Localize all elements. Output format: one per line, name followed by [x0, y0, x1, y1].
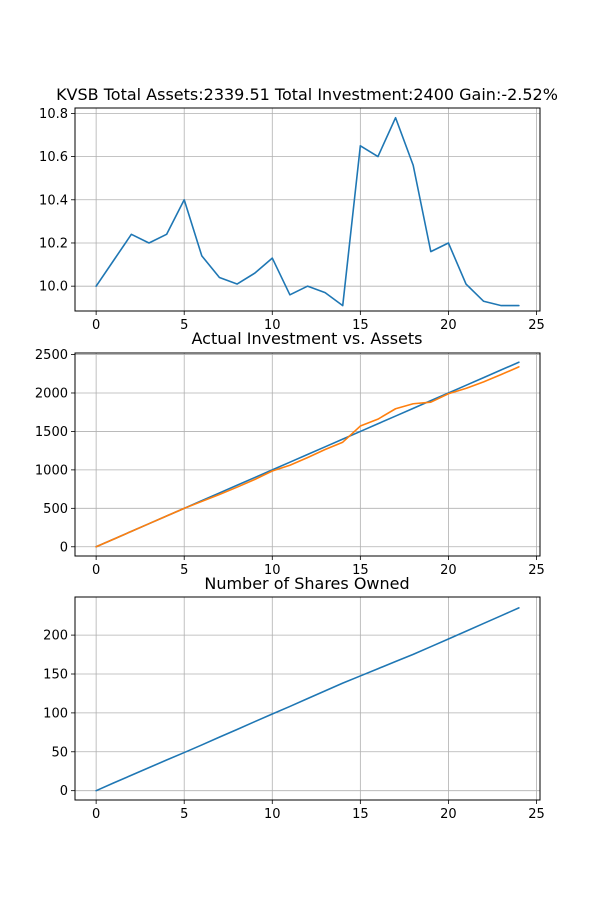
subplot-2-ytick-label: 1000: [35, 463, 68, 478]
subplot-3-xtick-label: 15: [352, 807, 369, 822]
subplot-1-xtick-label: 10: [264, 318, 281, 333]
subplot-2-xtick-label: 20: [440, 563, 457, 578]
subplot-1-series: [95, 116, 520, 307]
subplot-2-ytick-label: 500: [43, 502, 68, 517]
subplot-1: KVSB Total Assets:2339.51 Total Investme…: [39, 85, 558, 333]
subplot-1-xtick-label: 0: [92, 318, 100, 333]
subplot-2-axes: 0 5 10 15 20 25 0 500 1000 1500 2000 2500: [35, 348, 545, 578]
subplot-3-xtick-label: 20: [440, 807, 457, 822]
subplot-3-ytick-label: 150: [43, 668, 68, 683]
subplot-2-xtick-label: 15: [352, 563, 369, 578]
subplot-3-axes-frame: [74, 596, 541, 801]
subplot-1-ytick-label: 10.8: [39, 107, 68, 122]
subplot-1-ytick-label: 10.2: [39, 236, 68, 251]
subplot-3-axes: 0 5 10 15 20 25 0 50 100 150 200: [43, 596, 545, 822]
subplot-3-title: Number of Shares Owned: [204, 574, 409, 593]
subplot-3-xtick-label: 10: [264, 807, 281, 822]
subplot-2-xtick-label: 5: [180, 563, 188, 578]
subplot-2-series: [95, 361, 520, 548]
subplot-1-gridlines: [75, 108, 540, 311]
subplot-3-ytick-label: 50: [51, 745, 68, 760]
subplot-2-series-2-line: [95, 366, 520, 548]
subplot-2-ytick-label: 2000: [35, 386, 68, 401]
subplot-1-title: KVSB Total Assets:2339.51 Total Investme…: [56, 85, 558, 104]
subplot-2: Actual Investment vs. Assets 0 5 10 15 20 250…: [35, 329, 545, 578]
subplot-3-ytick-label: 200: [43, 629, 68, 644]
subplot-2-ytick-label: 1500: [35, 425, 68, 440]
subplot-1-ytick-label: 10.0: [39, 280, 68, 295]
subplot-2-xtick-label: 25: [528, 563, 545, 578]
subplot-1-xtick-label: 5: [180, 318, 188, 333]
subplot-2-xtick-label: 10: [264, 563, 281, 578]
subplot-3-series: [95, 607, 520, 792]
subplot-2-axes-frame: [74, 352, 541, 557]
subplot-3-ytick-label: 100: [43, 706, 68, 721]
subplot-3-xtick-label: 0: [92, 807, 100, 822]
subplot-2-xtick-label: 0: [92, 563, 100, 578]
subplot-3: Number of Shares Owned 0 5 10 15 20 25 0 50 100 1…: [43, 574, 545, 822]
subplot-1-ytick-label: 10.4: [39, 193, 68, 208]
subplot-1-xtick-label: 20: [440, 318, 457, 333]
subplot-2-ytick-label: 2500: [35, 348, 68, 363]
subplot-1-axes-frame: [74, 107, 541, 312]
subplot-1-ytick-label: 10.6: [39, 150, 68, 165]
subplot-3-gridlines: [75, 597, 540, 800]
subplot-3-ytick-label: 0: [60, 784, 68, 799]
subplot-1-series-1-line: [95, 116, 520, 307]
subplot-2-title: Actual Investment vs. Assets: [192, 329, 423, 348]
subplot-3-series-1-line: [95, 607, 520, 792]
subplot-1-xtick-label: 25: [528, 318, 545, 333]
subplot-1-axes: 0 5 10 15 20 25 10.0 10.2 10.4 10.6 10.8: [39, 107, 545, 333]
subplot-3-xtick-label: 5: [180, 807, 188, 822]
subplot-2-gridlines: [75, 353, 540, 556]
subplot-3-xtick-label: 25: [528, 807, 545, 822]
subplot-1-xtick-label: 15: [352, 318, 369, 333]
subplot-2-ytick-label: 0: [60, 540, 68, 555]
